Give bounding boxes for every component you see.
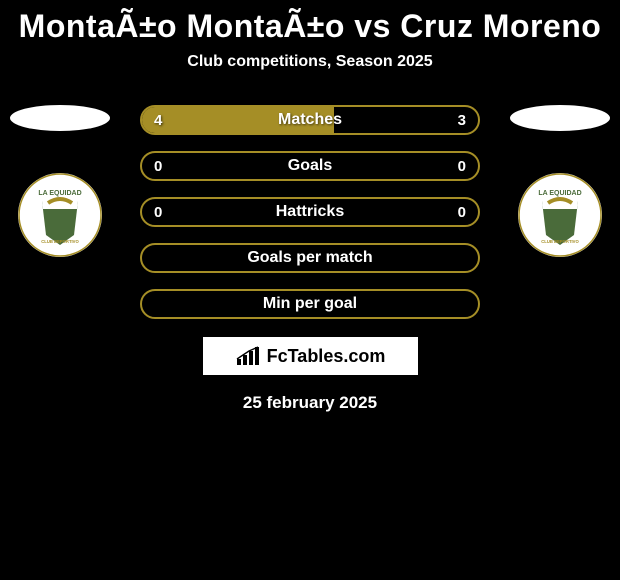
stat-row: 0 Goals 0 — [140, 151, 480, 181]
la-equidad-crest-icon: LA EQUIDAD CLUB DEPORTIVO — [18, 173, 102, 257]
right-team-badge: LA EQUIDAD CLUB DEPORTIVO — [518, 173, 602, 257]
comparison-date: 25 february 2025 — [0, 393, 620, 413]
stat-left-value: 4 — [154, 112, 162, 129]
stat-left-value: 0 — [154, 158, 162, 175]
comparison-widget: MontaÃ±o MontaÃ±o vs Cruz Moreno Club co… — [0, 0, 620, 580]
comparison-body: LA EQUIDAD CLUB DEPORTIVO 4 Matches 3 0 Goal… — [0, 93, 620, 319]
svg-text:CLUB DEPORTIVO: CLUB DEPORTIVO — [41, 239, 79, 244]
stat-right-value: 0 — [458, 204, 466, 221]
right-team-placeholder-oval — [510, 105, 610, 131]
stat-label: Goals per match — [247, 249, 372, 267]
stats-column: 4 Matches 3 0 Goals 0 0 Hattricks 0 Goals per mat… — [110, 105, 510, 319]
stat-label: Goals — [288, 157, 332, 175]
stat-row: 4 Matches 3 — [140, 105, 480, 135]
stat-row: Min per goal — [140, 289, 480, 319]
svg-text:LA EQUIDAD: LA EQUIDAD — [38, 190, 81, 197]
source-logo-text: FcTables.com — [267, 346, 386, 367]
svg-text:LA EQUIDAD: LA EQUIDAD — [538, 190, 581, 197]
stat-left-value: 0 — [154, 204, 162, 221]
stat-row: 0 Hattricks 0 — [140, 197, 480, 227]
svg-text:CLUB DEPORTIVO: CLUB DEPORTIVO — [541, 239, 579, 244]
stat-right-value: 0 — [458, 158, 466, 175]
la-equidad-crest-icon: LA EQUIDAD CLUB DEPORTIVO — [518, 173, 602, 257]
stat-row: Goals per match — [140, 243, 480, 273]
stat-label: Min per goal — [263, 295, 357, 313]
right-team-col: LA EQUIDAD CLUB DEPORTIVO — [510, 93, 610, 257]
bar-chart-icon — [235, 345, 263, 367]
stat-label: Matches — [278, 111, 342, 129]
stat-right-value: 3 — [458, 112, 466, 129]
left-team-col: LA EQUIDAD CLUB DEPORTIVO — [10, 93, 110, 257]
left-team-badge: LA EQUIDAD CLUB DEPORTIVO — [18, 173, 102, 257]
stat-label: Hattricks — [276, 203, 344, 221]
page-title: MontaÃ±o MontaÃ±o vs Cruz Moreno — [0, 0, 620, 53]
source-logo[interactable]: FcTables.com — [203, 337, 418, 375]
left-team-placeholder-oval — [10, 105, 110, 131]
page-subtitle: Club competitions, Season 2025 — [0, 53, 620, 93]
